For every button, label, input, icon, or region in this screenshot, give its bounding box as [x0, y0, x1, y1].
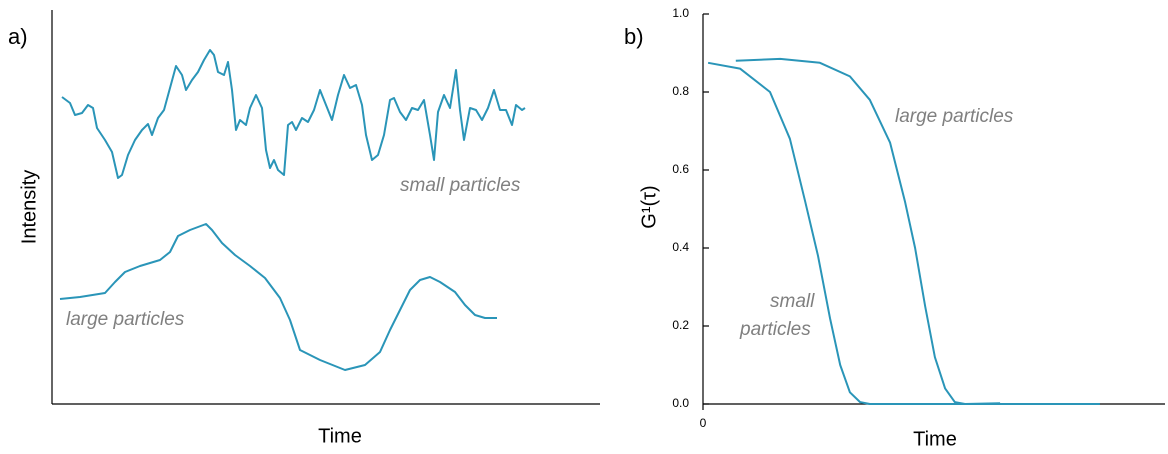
trace [707, 61, 1100, 405]
y-tick-label: 0.0 [672, 396, 689, 410]
x-tick-label: 0 [700, 416, 707, 430]
series-label: large particles [66, 309, 185, 330]
trace [59, 223, 497, 371]
y-axis-title: Intensity [18, 170, 40, 244]
annotation: large particles [895, 106, 1014, 127]
x-axis-title: Time [913, 428, 957, 450]
y-axis-title: G¹(τ) [638, 185, 660, 228]
panel-label: b) [624, 24, 644, 49]
y-tick-label: 0.4 [672, 240, 689, 254]
y-tick-label: 1.0 [672, 6, 689, 20]
y-tick-label: 0.8 [672, 84, 689, 98]
trace [61, 49, 526, 179]
annotation: small [770, 291, 815, 312]
x-axis-title: Time [318, 425, 362, 447]
series-label: small particles [400, 175, 521, 196]
annotation: particles [739, 319, 811, 340]
y-tick-label: 0.2 [672, 318, 689, 332]
trace [735, 57, 1001, 405]
y-tick-label: 0.6 [672, 162, 689, 176]
panel-label: a) [8, 24, 28, 49]
